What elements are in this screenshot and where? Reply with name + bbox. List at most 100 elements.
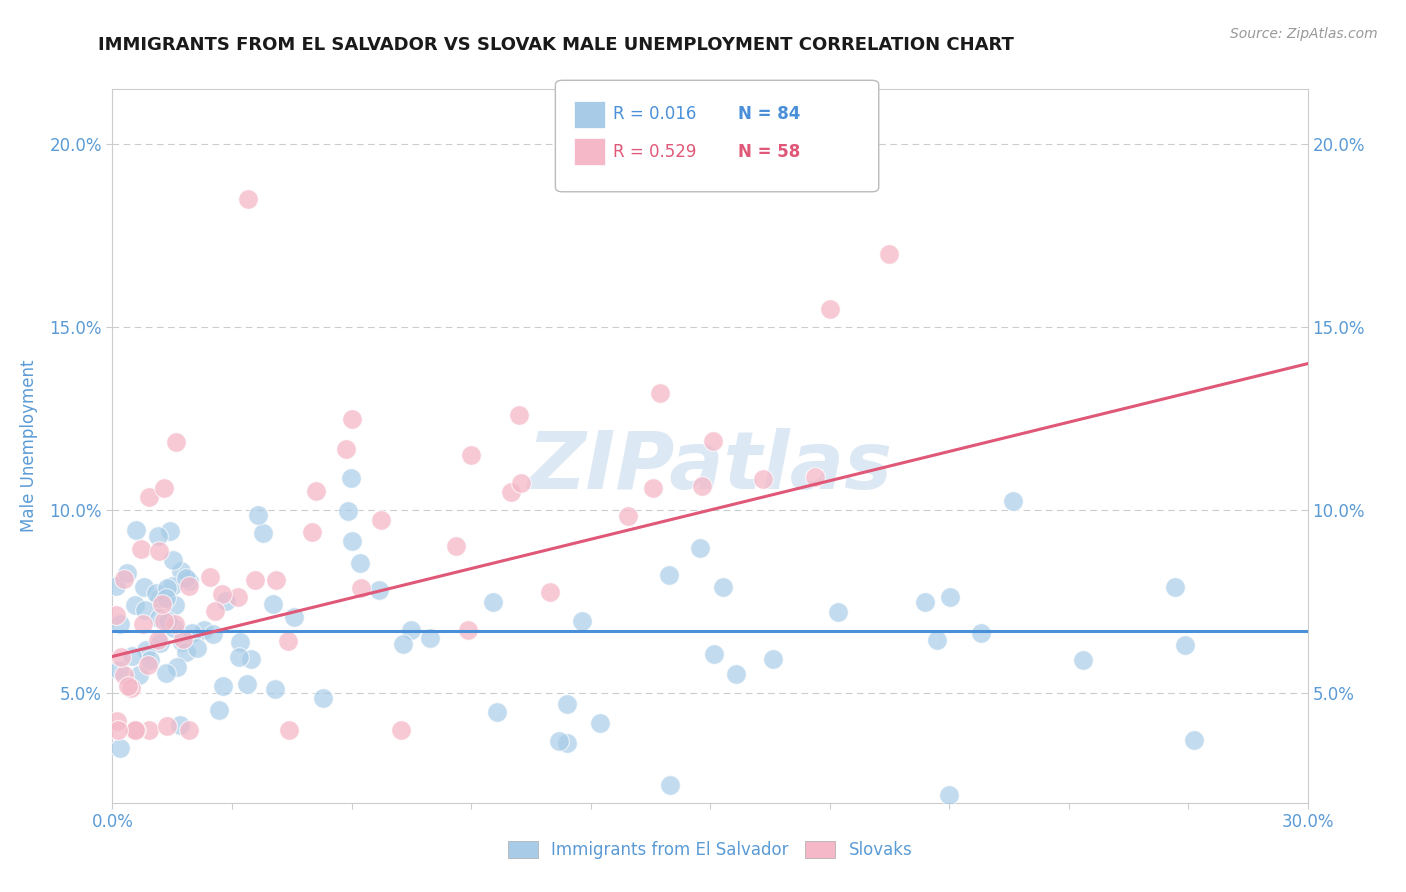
Point xyxy=(804,470,827,484)
Point xyxy=(146,632,169,647)
Point xyxy=(350,581,373,595)
Point xyxy=(120,681,142,695)
Point xyxy=(128,667,150,681)
Point xyxy=(879,247,901,261)
Point xyxy=(689,541,711,555)
Point xyxy=(368,582,391,597)
Point xyxy=(236,677,259,691)
Point xyxy=(107,723,129,737)
Point xyxy=(201,627,224,641)
Point xyxy=(349,556,371,570)
Point xyxy=(1001,494,1024,508)
Point xyxy=(138,723,160,737)
Point xyxy=(108,740,131,755)
Text: N = 84: N = 84 xyxy=(738,105,800,123)
Point xyxy=(165,435,187,450)
Point xyxy=(193,623,215,637)
Point xyxy=(179,723,201,737)
Point xyxy=(134,603,156,617)
Point xyxy=(548,733,571,747)
Point xyxy=(132,617,155,632)
Point xyxy=(121,649,143,664)
Point xyxy=(725,666,748,681)
Point xyxy=(138,490,160,504)
Text: IMMIGRANTS FROM EL SALVADOR VS SLOVAK MALE UNEMPLOYMENT CORRELATION CHART: IMMIGRANTS FROM EL SALVADOR VS SLOVAK MA… xyxy=(98,36,1014,54)
Point xyxy=(125,523,148,537)
Point xyxy=(818,301,841,316)
Point xyxy=(125,723,148,737)
Point xyxy=(112,573,135,587)
Point xyxy=(657,567,679,582)
Point xyxy=(204,604,226,618)
Point xyxy=(389,723,412,737)
Point xyxy=(239,652,262,666)
Point xyxy=(555,736,578,750)
Point xyxy=(914,595,936,609)
Point xyxy=(481,595,503,609)
Point xyxy=(643,481,665,495)
Point xyxy=(690,479,713,493)
Point xyxy=(211,587,233,601)
Point xyxy=(263,681,285,696)
Point xyxy=(170,564,193,578)
Point xyxy=(153,614,176,628)
Point xyxy=(186,641,208,656)
Point xyxy=(159,524,181,538)
Point xyxy=(555,698,578,712)
Point xyxy=(148,591,170,605)
Point xyxy=(129,542,152,557)
Point xyxy=(228,649,250,664)
Point xyxy=(229,635,252,649)
Text: R = 0.016: R = 0.016 xyxy=(613,105,696,123)
Point xyxy=(149,636,172,650)
Point xyxy=(419,631,441,645)
Point xyxy=(236,192,259,206)
Point xyxy=(266,574,288,588)
Point xyxy=(713,580,735,594)
Point xyxy=(155,591,177,605)
Text: Source: ZipAtlas.com: Source: ZipAtlas.com xyxy=(1230,27,1378,41)
Point xyxy=(150,597,173,611)
Point xyxy=(391,637,413,651)
Point xyxy=(135,643,157,657)
Point xyxy=(156,614,179,628)
Point xyxy=(648,386,671,401)
Point xyxy=(399,624,422,638)
Text: ZIPatlas: ZIPatlas xyxy=(527,428,893,507)
Point xyxy=(156,581,179,595)
Point xyxy=(105,714,128,728)
Point xyxy=(179,579,201,593)
Point xyxy=(1174,639,1197,653)
Point xyxy=(215,594,238,608)
Text: R = 0.529: R = 0.529 xyxy=(613,143,696,161)
Point xyxy=(702,434,724,448)
Point xyxy=(827,605,849,619)
Point xyxy=(174,645,197,659)
Point xyxy=(703,647,725,661)
Point xyxy=(252,526,274,541)
Point xyxy=(340,470,363,484)
Point xyxy=(165,598,187,612)
Point xyxy=(124,598,146,612)
Point xyxy=(509,476,531,491)
Point xyxy=(589,716,612,731)
Point xyxy=(938,789,960,803)
Point xyxy=(485,705,508,719)
Point xyxy=(508,409,530,423)
Point xyxy=(460,448,482,462)
Point xyxy=(110,649,132,664)
Point xyxy=(170,635,193,649)
Point xyxy=(370,513,392,527)
Point xyxy=(105,607,128,622)
Point xyxy=(457,623,479,637)
Point xyxy=(335,442,357,456)
Point xyxy=(340,411,363,425)
Point xyxy=(148,543,170,558)
Point xyxy=(174,571,197,585)
Point xyxy=(1164,580,1187,594)
Point xyxy=(278,723,301,737)
Point xyxy=(115,566,138,581)
Point xyxy=(283,610,305,624)
Point xyxy=(163,617,186,632)
Point xyxy=(136,658,159,673)
